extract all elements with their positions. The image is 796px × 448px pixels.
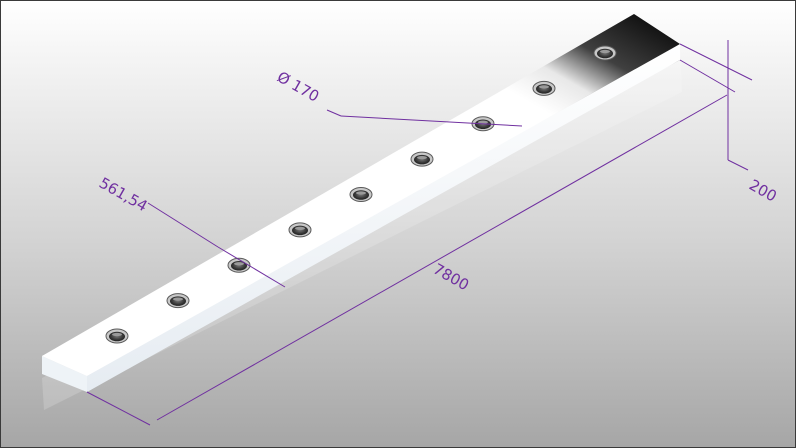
thickness-dimension [679,40,753,171]
hole [166,293,190,309]
hole [410,151,434,167]
hole [288,222,312,238]
pitch-dimension [147,202,286,288]
beam-long-face [87,44,680,392]
length-dimension [86,59,736,426]
hole [532,80,556,96]
diameter-dimension [326,109,523,127]
hole [593,45,617,61]
hole [349,187,373,202]
hole [105,328,129,344]
hole [227,257,251,273]
hole-group [105,45,617,344]
beam-end-face [42,356,87,392]
